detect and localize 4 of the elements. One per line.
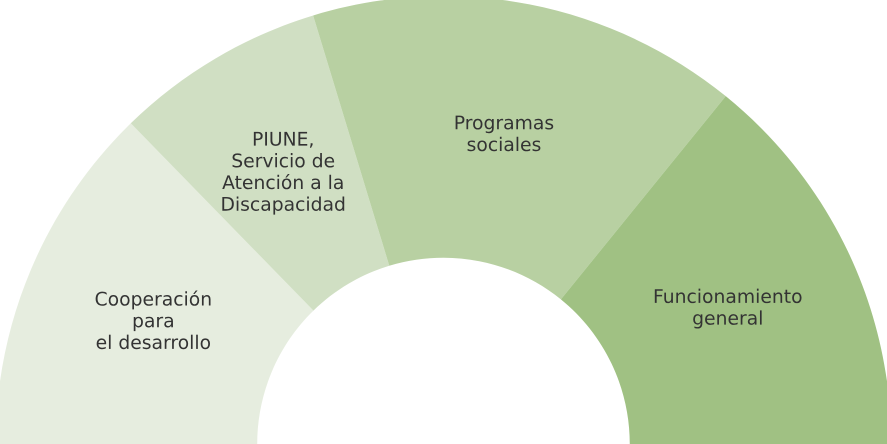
slice-label: Cooperación para el desarrollo — [96, 290, 211, 350]
slice-label: Funcionamiento general — [654, 288, 802, 329]
slice-label: Programas sociales — [456, 116, 554, 152]
slice-label: PIUNE, Servicio de Atención a la Discapacidad — [222, 132, 344, 215]
